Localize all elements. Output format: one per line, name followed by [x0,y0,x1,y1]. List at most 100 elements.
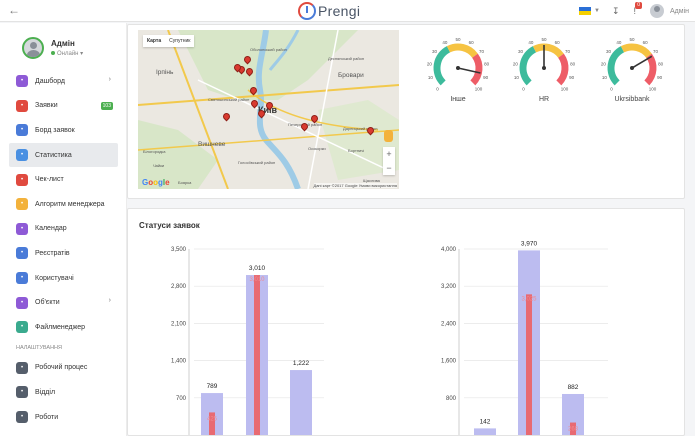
chart-y-tick-label: 4,000 [441,247,457,253]
sidebar-item-label: Роботи [35,413,59,421]
gauge-hub [630,66,634,70]
gauge-needle [631,55,653,69]
gauge-tick-label: 30 [518,49,524,54]
chart-y-tick-label: 2,400 [441,321,457,327]
sidebar-item-calendar[interactable]: • Календар [0,217,127,242]
zoom-in-button[interactable]: + [386,149,392,159]
gauge-hub [542,66,546,70]
gauge-tick-label: 80 [484,61,490,66]
sidebar-item-gear[interactable]: • Роботи [0,405,127,430]
sidebar-item-label: Користувачі [35,274,74,282]
calendar-icon: • [16,222,28,235]
map-place-label: Щаслива [363,178,380,183]
folder-icon: • [16,321,28,334]
sidebar-item-label: Алгоритм менеджера [35,200,105,208]
map-place-label: Голосіївський район [238,160,276,165]
street-view-icon[interactable] [384,130,393,142]
ukraine-flag-icon[interactable] [578,7,591,15]
chart-bar[interactable] [254,275,260,435]
checklist-icon: • [16,173,28,186]
sidebar-item-department[interactable]: • Відділ [0,380,127,405]
sidebar-item-building[interactable]: • Об'єкти › [0,290,127,315]
sidebar-item-workflow[interactable]: • Робочий процес [0,356,127,381]
user-name[interactable]: Адмін [670,7,689,15]
chart-bar[interactable] [570,422,576,435]
gauge-tick-label: 60 [555,40,561,45]
chart-data-label: 1,222 [293,360,310,367]
chart-bar[interactable] [562,393,584,435]
sidebar-item-label: Файлменеджер [35,323,86,331]
logo-text: Prengi [318,3,361,19]
gauge-tick-label: 90 [483,75,489,80]
gauge-tick-label: 30 [606,49,612,54]
sidebar-item-label: Чек-лист [35,176,64,184]
sidebar-item-label: Реєстратів [35,249,70,257]
gauge: 0 10 20 30 40 50 60 70 80 90 100 [426,36,490,106]
sidebar-item-lightbulb[interactable]: • Алгоритм менеджера [0,192,127,217]
avatar[interactable] [650,4,664,18]
gauge-tick-label: 0 [436,87,439,92]
chart-data-label: 268 [568,427,579,433]
gauge: 0 10 20 30 40 50 60 70 80 90 100 [512,36,576,106]
gauge-tick-label: 100 [561,87,569,92]
gauge-tick-label: 100 [475,87,483,92]
avatar[interactable] [22,37,44,59]
chart-bar[interactable] [209,412,215,435]
gauge-label: Ukrsibbank [614,96,650,103]
app-logo[interactable]: Prengi [298,0,360,22]
sidebar-item-checklist[interactable]: • Чек-лист [0,167,127,192]
sidebar-item-users[interactable]: • Користувачі [0,266,127,291]
gauge-tick-label: 20 [601,61,607,66]
sidebar-item-chart[interactable]: • Статистика [9,142,118,168]
gauge-hub [456,66,460,70]
sidebar-item-list[interactable]: • Реєстратів [0,241,127,266]
sidebar-item-inbox[interactable]: • Заявки 103 [0,94,127,119]
map-attribution[interactable]: Дані карт ©2017 Google Умови використанн… [313,183,397,188]
sidebar-item-label: Відділ [35,388,56,396]
chart-data-label: 3,970 [521,240,538,247]
map-panel[interactable]: Карта Супутник Ірпінь Бровари Вишневе Оболо… [138,30,399,189]
map-tab-map[interactable]: Карта [147,38,162,44]
profile-status[interactable]: Онлайн ▾ [51,50,83,57]
gear-icon: • [16,411,28,424]
sidebar-item-board[interactable]: • Борд заявок [0,118,127,143]
top-bar: ← Prengi ▼ ↧ ! 0 Адмін [0,0,695,22]
gauge-needle [457,67,481,74]
map-place-label: Бровари [338,72,364,79]
chevron-down-icon[interactable]: ▼ [593,8,600,14]
sidebar-item-folder[interactable]: • Файлменеджер [0,315,127,340]
status-chart-card: Статуси заявок 3,500 2,800 2,100 1,400 700 78… [127,208,685,436]
sidebar-nav: • Дашборд › • Заявки 103 • Борд заявок • Статисти… [0,69,127,429]
gauge-dial: 0 10 20 30 40 50 60 70 80 90 100 [601,37,664,92]
gauge-dial: 0 10 20 30 40 50 60 70 80 90 100 [427,37,490,92]
chart-bar[interactable] [526,294,532,435]
map-place-label: Чайки [153,163,165,168]
gauge-dial: 0 10 20 30 40 50 60 70 80 90 100 [513,37,576,92]
chart-bar[interactable] [290,370,312,435]
map-place-label: Ірпінь [156,69,174,76]
gauge-tick-label: 60 [469,40,475,45]
board-icon: • [16,124,28,137]
download-icon[interactable]: ↧ [611,5,620,16]
map-place-label: Святошинський район [208,97,250,102]
notification-icon[interactable]: ! 0 [633,2,642,16]
workflow-icon: • [16,361,28,374]
online-dot-icon [51,51,55,55]
arrow-left-icon[interactable]: ← [8,3,20,17]
building-icon: • [16,296,28,309]
chart-bar[interactable] [474,428,496,435]
chart-data-label: 3,025 [521,296,537,302]
gauge-tick-label: 90 [569,75,575,80]
sidebar-item-dashboard[interactable]: • Дашборд › [0,69,127,94]
zoom-out-button[interactable]: − [386,163,392,173]
chevron-right-icon: › [108,297,111,305]
gauge-tick-label: 0 [610,87,613,92]
map-place-label: Бортничі [348,148,365,153]
map-tab-satellite[interactable]: Супутник [169,38,191,44]
chart-y-tick-label: 3,500 [171,247,187,253]
map-place-label: Деснянський район [328,56,365,61]
gauge-tick-label: 40 [442,40,448,45]
gauge-tick-label: 70 [565,49,571,54]
map-place-label: Вишневе [198,141,226,148]
gauge-tick-label: 80 [658,61,664,66]
